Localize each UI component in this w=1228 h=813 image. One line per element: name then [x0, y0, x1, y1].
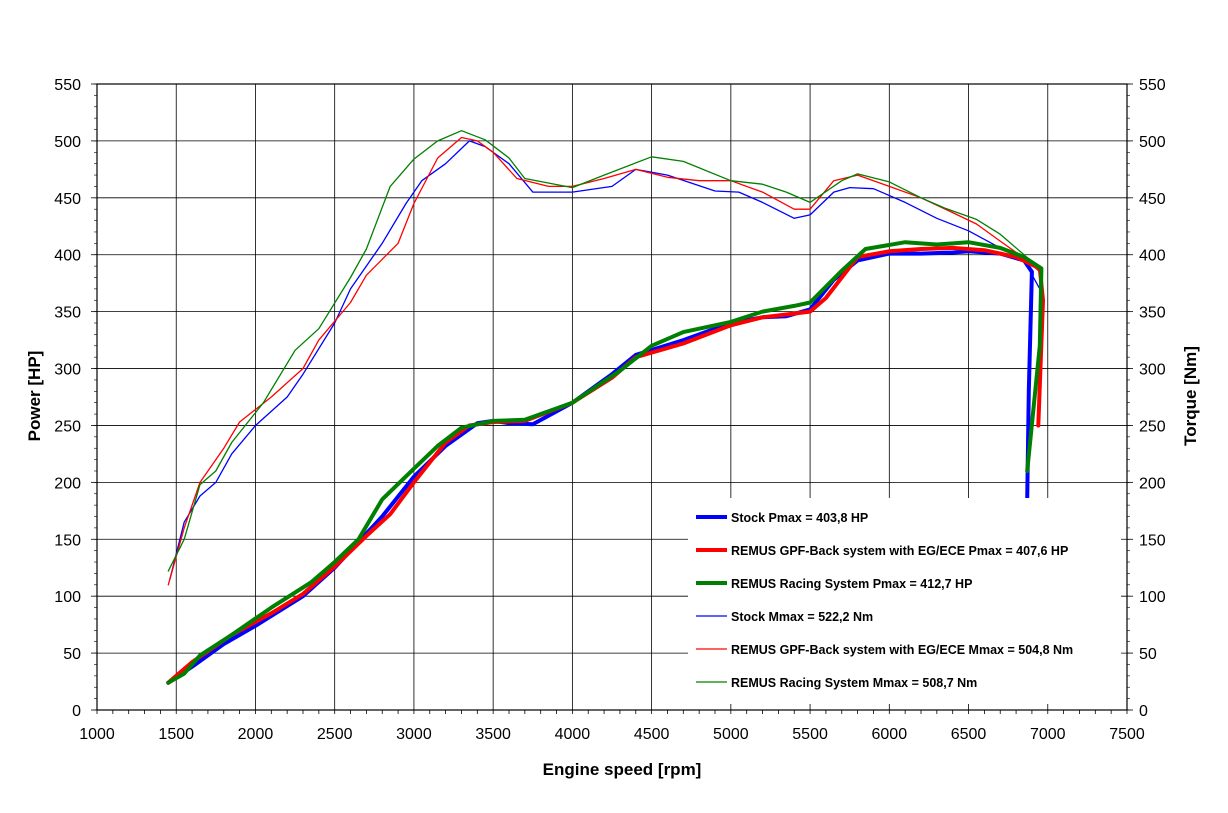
- legend-label: Stock Pmax = 403,8 HP: [731, 511, 868, 525]
- x-tick-label: 4500: [634, 726, 670, 743]
- legend-label: REMUS Racing System Mmax = 508,7 Nm: [731, 676, 977, 690]
- y-axis-title-left: Power [HP]: [25, 351, 44, 442]
- x-tick-label: 3500: [475, 726, 511, 743]
- legend: Stock Pmax = 403,8 HP REMUS GPF-Back syst…: [688, 498, 1121, 704]
- x-tick-label: 6000: [872, 726, 908, 743]
- x-tick-label: 4000: [555, 726, 591, 743]
- legend-label: REMUS Racing System Pmax = 412,7 HP: [731, 577, 972, 591]
- series-lines: [166, 130, 1045, 685]
- series-line-4: [169, 140, 1041, 580]
- x-tick-label: 5500: [792, 726, 828, 743]
- x-axis-title: Engine speed [rpm]: [543, 760, 702, 779]
- y-tick-label-left: 200: [54, 475, 81, 492]
- y-tick-label-left: 400: [54, 248, 81, 265]
- y-tick-label-left: 300: [54, 362, 81, 379]
- legend-label: REMUS GPF-Back system with EG/ECE Pmax =…: [731, 544, 1068, 558]
- y-tick-label-right: 450: [1139, 191, 1166, 208]
- series-line-6: [167, 130, 1041, 572]
- y-tick-label-left: 500: [54, 134, 81, 151]
- y-tick-label-right: 0: [1139, 703, 1148, 720]
- y-tick-label-right: 300: [1139, 362, 1166, 379]
- y-tick-label-right: 150: [1139, 532, 1166, 549]
- y-tick-label-left: 250: [54, 418, 81, 435]
- y-axis-title-right: Torque [Nm]: [1181, 346, 1200, 446]
- y-tick-label-right: 400: [1139, 248, 1166, 265]
- series-line-3: [166, 240, 1044, 685]
- y-tick-label-left: 0: [72, 703, 81, 720]
- y-tick-label-left: 450: [54, 191, 81, 208]
- series-line-5: [167, 136, 1041, 586]
- x-tick-label: 1500: [158, 726, 194, 743]
- legend-label: Stock Mmax = 522,2 Nm: [731, 610, 873, 624]
- y-tick-label-right: 50: [1139, 646, 1157, 663]
- x-tick-label: 1000: [79, 726, 115, 743]
- x-tick-label: 2000: [238, 726, 274, 743]
- legend-label: REMUS GPF-Back system with EG/ECE Mmax =…: [731, 643, 1073, 657]
- y-tick-label-left: 150: [54, 532, 81, 549]
- x-tick-label: 3000: [396, 726, 432, 743]
- y-tick-label-right: 200: [1139, 475, 1166, 492]
- y-tick-label-right: 350: [1139, 305, 1166, 322]
- y-tick-label-right: 550: [1139, 77, 1166, 94]
- legend-box: [688, 498, 1121, 704]
- x-tick-label: 7000: [1030, 726, 1066, 743]
- axis-ticks: 1000 1500 2000 2500 3000 3500 4000 4500 5000 5500…: [54, 77, 1166, 743]
- y-tick-label-right: 100: [1139, 589, 1166, 606]
- y-tick-label-right: 500: [1139, 134, 1166, 151]
- x-tick-label: 5000: [713, 726, 749, 743]
- x-tick-label: 7500: [1109, 726, 1145, 743]
- y-tick-label-left: 550: [54, 77, 81, 94]
- grid: [97, 84, 1127, 710]
- y-tick-label-left: 100: [54, 589, 81, 606]
- y-tick-label-right: 250: [1139, 418, 1166, 435]
- y-tick-label-left: 50: [63, 646, 81, 663]
- x-tick-label: 6500: [951, 726, 987, 743]
- y-tick-label-left: 350: [54, 305, 81, 322]
- x-tick-label: 2500: [317, 726, 353, 743]
